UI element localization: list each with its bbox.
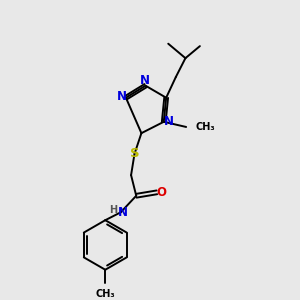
Text: S: S xyxy=(130,147,139,160)
Text: CH₃: CH₃ xyxy=(95,289,115,299)
Text: N: N xyxy=(164,115,174,128)
Text: O: O xyxy=(157,186,167,199)
Text: N: N xyxy=(118,206,128,219)
Text: N: N xyxy=(116,90,126,103)
Text: N: N xyxy=(140,74,150,87)
Text: H: H xyxy=(109,205,117,215)
Text: CH₃: CH₃ xyxy=(196,122,215,132)
